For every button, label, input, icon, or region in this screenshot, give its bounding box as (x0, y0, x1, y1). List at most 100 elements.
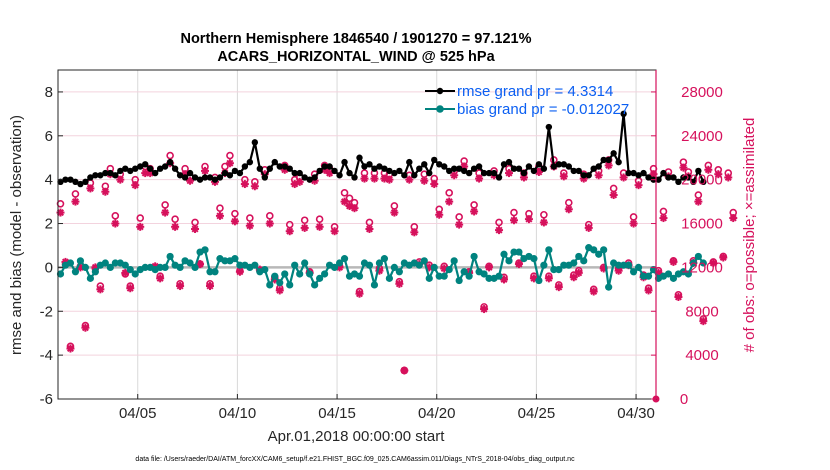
bias-point (644, 272, 653, 280)
obs-assimilated-marker (131, 181, 140, 190)
asterisk-stroke (351, 204, 359, 212)
obs-possible-marker (285, 220, 294, 229)
rmse-point (311, 174, 318, 181)
obs-assimilated-marker (340, 197, 349, 206)
y2-ticks: 0 4000 8000 12000 16000 20000 24000 28000 (651, 84, 723, 408)
obs-assimilated-marker (699, 317, 708, 326)
asterisk-stroke (699, 317, 707, 325)
y-tick-label: -2 (40, 303, 53, 320)
y-tick-label: 2 (45, 216, 53, 233)
asterisk-stroke (455, 221, 463, 229)
bias-point (460, 268, 468, 276)
asterisk-stroke (341, 198, 349, 206)
rmse-point (495, 174, 503, 181)
rmse-point (465, 169, 473, 177)
bias-point (615, 261, 623, 269)
asterisk-stroke (316, 223, 324, 231)
obs-possible-marker (470, 201, 478, 209)
obs-assimilated-marker (111, 219, 120, 228)
obs-assimilated-marker (554, 283, 563, 292)
bias-point (590, 246, 598, 254)
rmse-point (575, 167, 582, 175)
rmse-point (416, 165, 423, 172)
rmse-point (321, 163, 328, 170)
rmse-point (296, 169, 303, 177)
obs-possible-marker (609, 184, 618, 193)
bias-point (201, 246, 209, 254)
asterisk-stroke (545, 274, 553, 282)
bias-point (286, 281, 294, 289)
asterisk-stroke (445, 198, 453, 206)
rmse-point (445, 167, 453, 175)
asterisk-stroke (355, 290, 363, 298)
asterisk-stroke (595, 171, 603, 179)
asterisk-stroke (650, 170, 658, 178)
bias-point (430, 263, 438, 271)
x-tick-label: 04/10 (219, 405, 257, 422)
bias-point (380, 255, 389, 263)
obs-assimilated-marker (679, 163, 688, 172)
rmse-point (306, 176, 313, 183)
obs-assimilated-marker (714, 170, 723, 179)
asterisk-stroke (480, 305, 488, 313)
bias-point (629, 268, 638, 276)
obs-assimilated-marker (285, 227, 294, 236)
bias-point (281, 270, 289, 278)
x-tick-label: 04/30 (617, 405, 655, 422)
obs-possible-marker (111, 212, 120, 220)
bias-point (580, 257, 588, 265)
asterisk-stroke (385, 176, 393, 184)
asterisk-stroke (630, 220, 638, 228)
obs-assimilated-marker (81, 323, 90, 332)
obs-assimilated-marker (669, 257, 678, 266)
y2-tick-label: 12000 (681, 259, 723, 276)
rmse-point (376, 163, 383, 170)
obs-possible-marker (166, 151, 174, 160)
asterisk-stroke (585, 224, 593, 232)
bias-point (639, 272, 648, 280)
asterisk-stroke (560, 172, 568, 180)
obs-possible-marker (510, 208, 518, 217)
asterisk-stroke (71, 198, 79, 206)
asterisk-stroke (679, 164, 687, 172)
rmse-point (316, 167, 323, 175)
asterisk-stroke (296, 178, 304, 186)
y2-tick-label: 24000 (681, 128, 723, 145)
rmse-point (386, 167, 393, 175)
asterisk-stroke (615, 267, 623, 275)
bias-point (296, 270, 304, 278)
bias-point (81, 263, 90, 271)
bias-point (370, 281, 379, 289)
obs-assimilated-marker (215, 211, 224, 220)
asterisk-stroke (191, 225, 199, 233)
rmse-point (366, 161, 373, 168)
rmse-point (77, 180, 84, 188)
bias-point (435, 272, 443, 280)
asterisk-stroke (475, 175, 483, 183)
data-file-footer: data file: /Users/raeder/DAI/ATM_forcXX/… (135, 456, 575, 463)
bias-point (251, 261, 259, 269)
obs-assimilated-marker (360, 174, 369, 183)
bias-point (261, 265, 269, 274)
bias-point (555, 265, 563, 274)
rmse-point (580, 172, 587, 179)
obs-assimilated-marker (315, 222, 324, 231)
obs-assimilated-marker (161, 208, 170, 217)
rmse-point (690, 178, 697, 186)
bias-point (311, 281, 319, 289)
obs-assimilated-marker (644, 286, 653, 295)
obs-assimilated-marker (191, 225, 200, 234)
rmse-point (211, 176, 219, 183)
obs-assimilated-marker (96, 285, 105, 294)
rmse-point (191, 174, 199, 181)
obs-possible-marker (390, 202, 399, 210)
bias-point (694, 252, 702, 261)
asterisk-stroke (470, 207, 478, 215)
asterisk-stroke (495, 226, 503, 234)
obs-assimilated-marker (330, 227, 339, 236)
obs-assimilated-marker (509, 216, 518, 225)
obs-possible-marker (221, 162, 229, 171)
obs-assimilated-marker (225, 159, 234, 168)
obs-assimilated-marker (265, 219, 274, 228)
